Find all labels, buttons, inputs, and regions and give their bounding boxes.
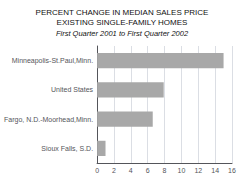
svg-text:10: 10 (178, 167, 186, 174)
svg-text:First Quarter 2001 to First Qu: First Quarter 2001 to First Quarter 2002 (56, 29, 189, 38)
svg-text:Sioux Falls, S.D.: Sioux Falls, S.D. (41, 145, 93, 152)
svg-text:6: 6 (146, 167, 150, 174)
svg-text:Fargo, N.D.-Moorhead,Minn.: Fargo, N.D.-Moorhead,Minn. (4, 116, 93, 124)
svg-text:2: 2 (112, 167, 116, 174)
svg-text:Minneapolis-St.Paul,Minn.: Minneapolis-St.Paul,Minn. (12, 57, 93, 65)
svg-text:PERCENT CHANGE IN MEDIAN SALES: PERCENT CHANGE IN MEDIAN SALES PRICE (36, 8, 209, 17)
svg-text:16: 16 (228, 167, 236, 174)
svg-text:14: 14 (211, 167, 219, 174)
svg-text:0: 0 (95, 167, 99, 174)
svg-text:United States: United States (51, 86, 94, 93)
svg-text:12: 12 (194, 167, 202, 174)
svg-text:4: 4 (129, 167, 133, 174)
svg-text:EXISTING SINGLE-FAMILY HOMES: EXISTING SINGLE-FAMILY HOMES (57, 18, 188, 27)
svg-text:8: 8 (163, 167, 167, 174)
